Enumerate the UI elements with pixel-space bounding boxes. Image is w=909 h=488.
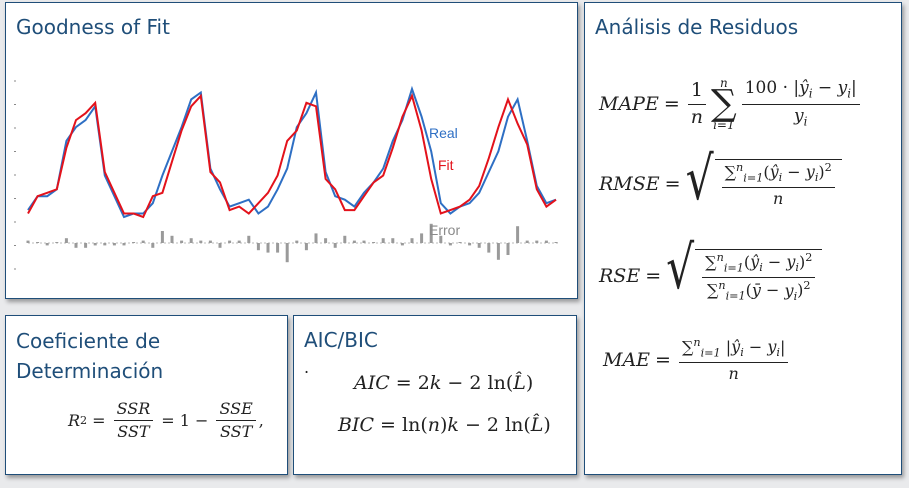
error-bar <box>256 243 260 251</box>
analisis-residuos-title: Análisis de Residuos <box>595 15 799 39</box>
error-bar <box>362 240 366 243</box>
rmse-label: RMSE <box>599 172 660 195</box>
error-bar <box>93 243 97 246</box>
error-bar <box>352 240 356 243</box>
error-bar <box>381 238 385 243</box>
mae-label: MAE <box>603 349 651 372</box>
aic-bic-title: AIC/BIC <box>304 328 378 352</box>
mae-formula: MAE = ∑ni=1 |ŷi − yi| n <box>603 336 791 384</box>
mape-label: MAPE <box>599 93 659 115</box>
error-bar <box>333 243 337 248</box>
error-bar <box>228 240 232 243</box>
error-bar <box>199 240 203 243</box>
error-bar <box>420 233 424 243</box>
error-bar <box>448 243 452 246</box>
error-bar <box>189 238 193 243</box>
error-bar <box>36 242 40 243</box>
coeficiente-determinacion-title: Coeficiente de Determinación <box>16 326 163 386</box>
error-bar <box>160 231 164 243</box>
error-bar <box>477 243 481 248</box>
error-bar <box>372 242 376 243</box>
error-bar <box>391 238 395 243</box>
legend-fit: Fit <box>438 157 454 173</box>
error-bar <box>103 243 107 246</box>
error-bar <box>84 243 88 248</box>
error-bar <box>535 240 539 243</box>
error-bar <box>74 243 78 248</box>
error-bar <box>487 243 491 253</box>
error-bar <box>180 240 184 243</box>
error-bar <box>237 240 241 243</box>
error-bar <box>304 243 308 251</box>
error-bar <box>429 223 433 243</box>
error-bar <box>247 235 251 243</box>
legend-error: Error <box>429 222 461 238</box>
error-bar <box>132 242 136 243</box>
error-bar <box>544 240 548 243</box>
bic-formula: BIC = ln(n) k − 2 ln(L̂) <box>338 414 551 436</box>
error-bar <box>525 240 529 243</box>
error-bar <box>400 243 404 246</box>
goodness-of-fit-title: Goodness of Fit <box>16 15 170 39</box>
error-bar <box>45 243 49 246</box>
coeficiente-title-line1: Coeficiente de <box>16 329 161 353</box>
rmse-formula: RMSE = √ ∑ni=1(ŷi − yi)2 n <box>599 150 842 209</box>
error-bar <box>295 240 299 243</box>
error-bar <box>141 240 145 243</box>
legend-real: Real <box>429 125 458 141</box>
error-bar <box>314 233 318 243</box>
error-bar <box>324 238 328 243</box>
error-bar <box>506 243 510 255</box>
error-bar <box>55 242 59 243</box>
goodness-of-fit-chart <box>14 80 560 270</box>
error-bar <box>554 242 558 243</box>
rse-formula: RSE = √ ∑ni=1(ŷi − yi)2 ∑ni=1(ȳ − yi)2 <box>599 239 823 304</box>
error-bar <box>496 243 500 260</box>
error-bar <box>218 243 222 248</box>
goodness-of-fit-panel: Goodness of Fit Real Fit Error <box>5 2 578 299</box>
error-bar <box>468 243 472 246</box>
error-bar <box>410 238 414 243</box>
coeficiente-title-line2: Determinación <box>16 359 164 383</box>
error-bar <box>170 235 174 243</box>
error-bar <box>208 240 212 243</box>
error-bar <box>26 240 30 243</box>
error-bar <box>276 243 280 253</box>
error-bar <box>285 243 289 263</box>
error-bar <box>112 243 116 246</box>
error-bar <box>64 238 68 243</box>
error-bar <box>458 242 462 243</box>
series-line-real <box>27 85 557 219</box>
aic-bic-dot: . <box>304 358 310 377</box>
error-bar <box>266 243 270 253</box>
error-bar <box>151 243 155 248</box>
error-bar <box>122 243 126 246</box>
rse-label: RSE <box>599 265 641 288</box>
error-bar <box>439 235 443 243</box>
error-bar <box>516 226 520 243</box>
series-line-fit <box>27 93 557 219</box>
error-bar <box>343 235 347 243</box>
